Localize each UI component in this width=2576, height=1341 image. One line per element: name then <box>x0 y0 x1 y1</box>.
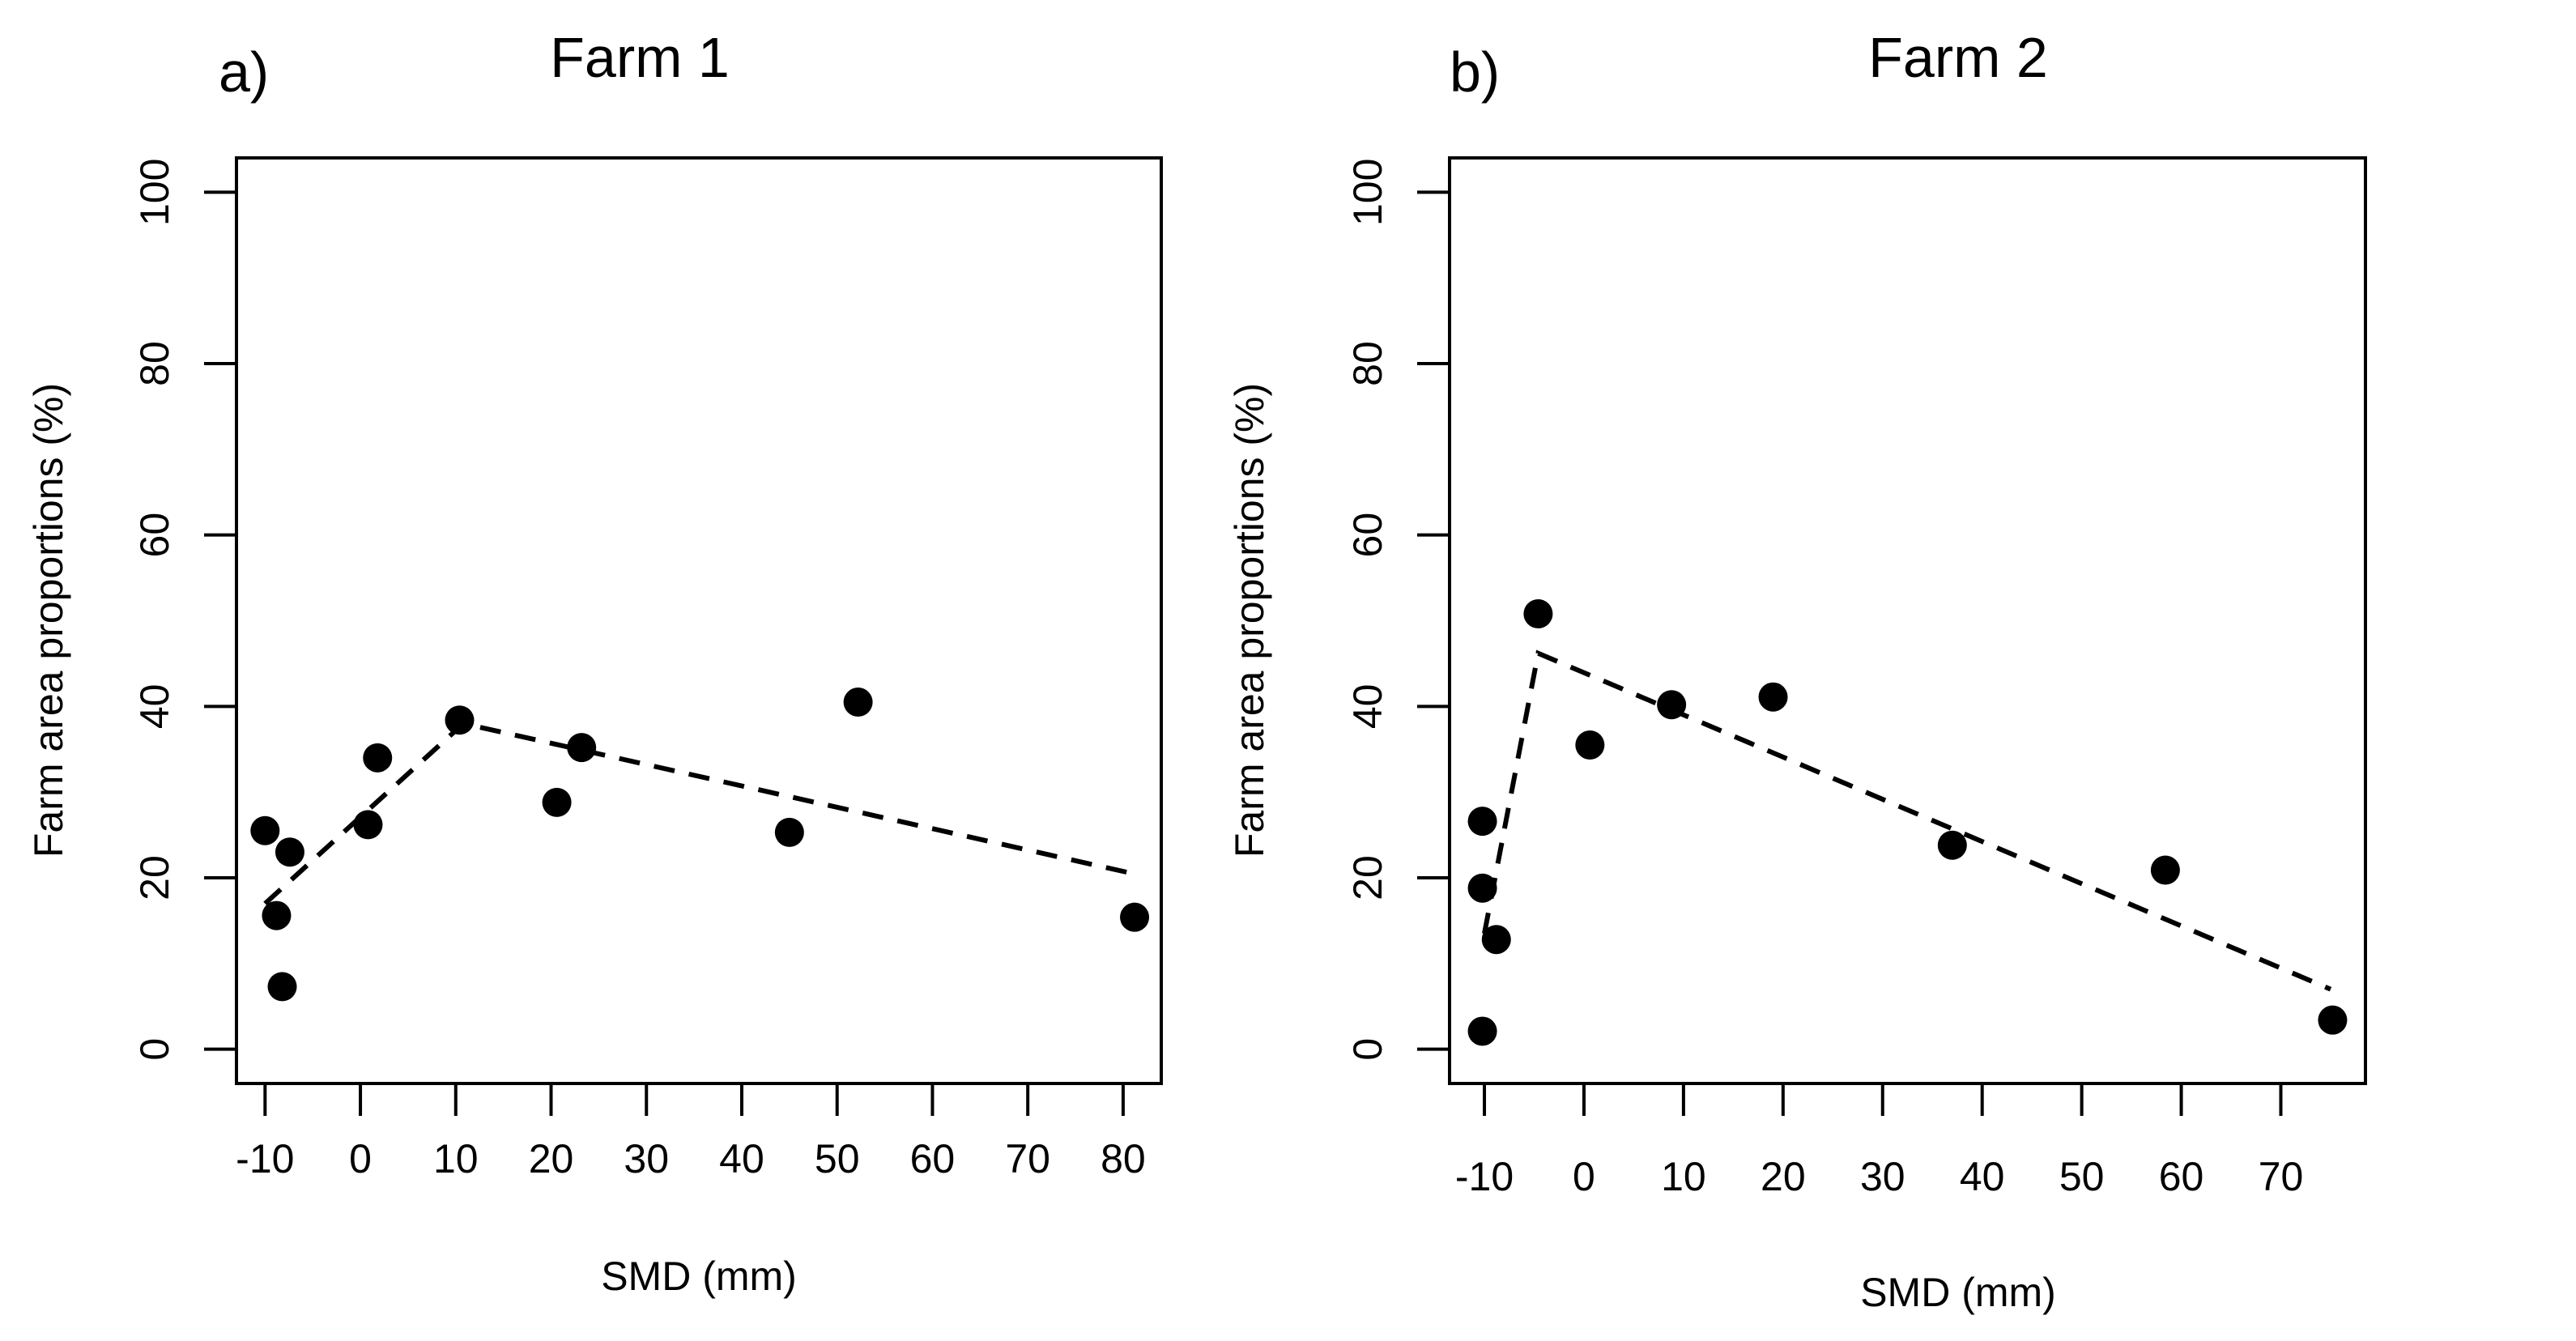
panel-a-point-8 <box>567 733 597 763</box>
panel-b-point-7 <box>1758 682 1788 712</box>
panel-a-x-ticks: -10 0 10 20 30 40 50 60 70 80 <box>236 1083 1146 1181</box>
panel-b-points <box>1467 599 2348 1046</box>
panel-a-y-tick-label-0: 0 <box>132 1038 177 1061</box>
panel-b-y-axis-title: Farm area proportions (%) <box>1227 383 1272 858</box>
panel-b-point-5 <box>1575 730 1605 760</box>
panel-a-y-tick-label-3: 60 <box>132 513 177 558</box>
panel-a-y-tick-label-5: 100 <box>132 159 177 226</box>
panel-b-y-tick-label-0: 0 <box>1345 1038 1390 1061</box>
panel-b-label: b) <box>1450 40 1500 104</box>
panel-b-x-tick-label-0: -10 <box>1455 1154 1514 1199</box>
panel-b-x-tick-label-1: 0 <box>1573 1154 1595 1199</box>
panel-b-x-ticks: -10 0 10 20 30 40 50 60 70 <box>1455 1083 2303 1199</box>
panel-a-point-1 <box>262 900 292 930</box>
panel-a-y-tick-label-1: 20 <box>132 855 177 900</box>
panel-a-x-tick-label-2: 10 <box>433 1136 479 1181</box>
panel-a-plot-frame <box>235 156 1163 1085</box>
panel-b-x-tick-label-4: 30 <box>1860 1154 1905 1199</box>
panel-a-y-tick-label-2: 40 <box>132 684 177 730</box>
panel-b-y-tick-label-3: 60 <box>1345 513 1390 558</box>
panel-a-point-3 <box>275 837 304 867</box>
panel-a-y-axis-title: Farm area proportions (%) <box>26 383 71 858</box>
panel-b-point-6 <box>1657 690 1687 720</box>
panel-a-x-tick-label-7: 60 <box>910 1136 956 1181</box>
panel-b-y-tick-label-2: 40 <box>1345 684 1390 730</box>
panel-b-point-3 <box>1481 925 1511 955</box>
panel-a-point-2 <box>267 972 297 1002</box>
panel-b-x-tick-label-7: 60 <box>2159 1154 2204 1199</box>
panel-b-point-9 <box>2150 855 2180 885</box>
panel-a-x-tick-label-1: 0 <box>349 1136 372 1181</box>
panel-b-point-1 <box>1467 873 1497 903</box>
panel-b-point-2 <box>1467 1016 1497 1046</box>
panel-b-point-8 <box>1937 830 1967 860</box>
panel-b-point-0 <box>1467 807 1497 837</box>
panel-a-point-0 <box>250 815 280 845</box>
panel-a-point-4 <box>353 810 383 840</box>
panel-a-x-tick-label-0: -10 <box>236 1136 294 1181</box>
panel-a-y-ticks: 0 20 40 60 80 100 <box>132 159 236 1061</box>
panel-b-farm-2: b) Farm 2 -10 0 10 20 30 40 50 60 70 0 20 40 60 80 10… <box>1227 26 2367 1315</box>
panel-b-plot-frame <box>1448 156 2367 1085</box>
panel-a-point-5 <box>363 743 393 773</box>
panel-a-point-9 <box>774 817 804 847</box>
panel-b-trend-line <box>1482 649 2332 992</box>
panel-a-title: Farm 1 <box>550 26 730 89</box>
panel-b-x-tick-label-6: 50 <box>2059 1154 2105 1199</box>
panel-a-point-11 <box>1120 902 1150 932</box>
panel-a-point-10 <box>843 688 873 717</box>
panel-a-farm-1: a) Farm 1 -10 0 10 20 30 40 50 60 70 80 0 20 40 60 80… <box>26 26 1163 1299</box>
panel-a-x-tick-label-5: 40 <box>719 1136 764 1181</box>
panel-b-x-tick-label-8: 70 <box>2259 1154 2304 1199</box>
panel-b-point-4 <box>1523 599 1553 629</box>
panel-b-x-tick-label-2: 10 <box>1661 1154 1706 1199</box>
panel-b-y-tick-label-1: 20 <box>1345 855 1390 900</box>
panel-a-x-tick-label-9: 80 <box>1101 1136 1146 1181</box>
panel-b-point-10 <box>2318 1005 2348 1035</box>
panel-a-y-tick-label-4: 80 <box>132 341 177 386</box>
panel-a-label: a) <box>219 40 269 104</box>
panel-a-points <box>250 688 1150 1002</box>
panel-a-point-7 <box>542 787 572 817</box>
panel-b-x-tick-label-5: 40 <box>1960 1154 2005 1199</box>
panel-a-x-axis-title: SMD (mm) <box>601 1254 797 1299</box>
panel-a-x-tick-label-8: 70 <box>1005 1136 1050 1181</box>
panel-a-x-tick-label-3: 20 <box>529 1136 574 1181</box>
panel-b-title: Farm 2 <box>1868 26 2048 89</box>
panel-b-x-tick-label-3: 20 <box>1761 1154 1806 1199</box>
panel-a-x-tick-label-6: 50 <box>815 1136 860 1181</box>
panel-a-x-tick-label-4: 30 <box>624 1136 669 1181</box>
panel-b-y-tick-label-4: 80 <box>1345 341 1390 386</box>
panel-b-x-axis-title: SMD (mm) <box>1860 1270 2056 1315</box>
panel-b-y-tick-label-5: 100 <box>1345 159 1390 226</box>
panel-a-point-6 <box>445 705 475 735</box>
panel-b-y-ticks: 0 20 40 60 80 100 <box>1345 159 1450 1061</box>
